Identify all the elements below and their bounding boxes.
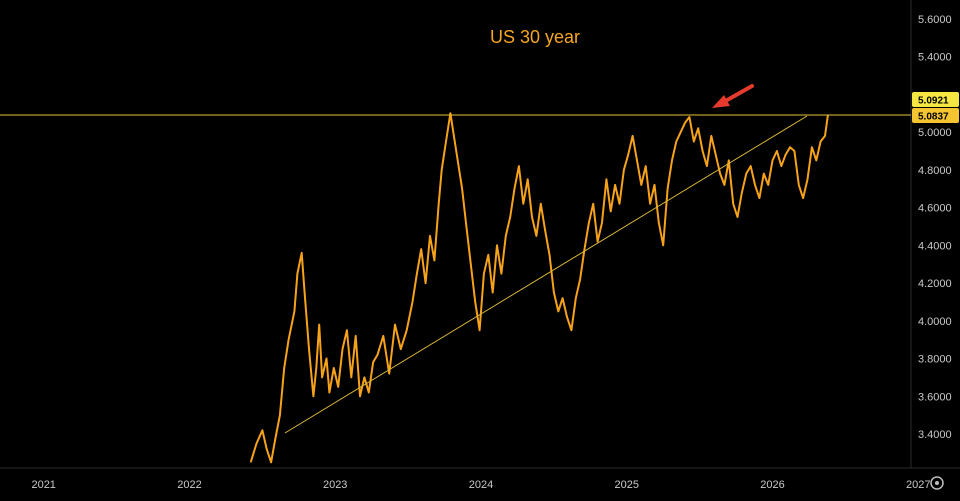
x-tick-label: 2025 [615, 479, 639, 491]
y-tick-label: 3.4000 [918, 429, 952, 441]
price-badge: 5.0921 [912, 92, 959, 107]
chart-title: US 30 year [490, 27, 580, 47]
settings-gear-icon[interactable] [930, 476, 944, 490]
price-badge-label: 5.0921 [918, 96, 949, 107]
x-tick-label: 2024 [469, 479, 493, 491]
price-badge-label: 5.0837 [918, 112, 949, 123]
y-tick-label: 5.4000 [918, 52, 952, 64]
support-trendline[interactable] [284, 115, 808, 434]
x-tick-label: 2021 [31, 479, 55, 491]
y-tick-label: 4.8000 [918, 165, 952, 177]
price-badge: 5.0837 [912, 108, 959, 123]
x-tick-label: 2022 [177, 479, 201, 491]
x-tick-label: 2027 [906, 479, 930, 491]
y-tick-label: 5.0000 [918, 127, 952, 139]
y-tick-label: 3.6000 [918, 391, 952, 403]
y-tick-label: 5.6000 [918, 14, 952, 26]
red-arrow-icon [712, 84, 754, 108]
y-tick-label: 4.0000 [918, 316, 952, 328]
y-tick-label: 3.8000 [918, 354, 952, 366]
x-tick-label: 2026 [760, 479, 784, 491]
price-axis[interactable]: 3.4000 3.6000 3.8000 4.0000 4.2000 4.4000 4.60… [918, 14, 952, 441]
x-tick-label: 2023 [323, 479, 347, 491]
series-line-0 [249, 112, 829, 464]
series-layer [249, 112, 829, 464]
y-tick-label: 4.2000 [918, 278, 952, 290]
y-tick-label: 4.6000 [918, 203, 952, 215]
time-axis[interactable]: 202120222023202420252026202720 [31, 479, 960, 491]
y-tick-label: 4.4000 [918, 240, 952, 252]
price-badges: 5.0921 5.0837 [912, 92, 959, 123]
